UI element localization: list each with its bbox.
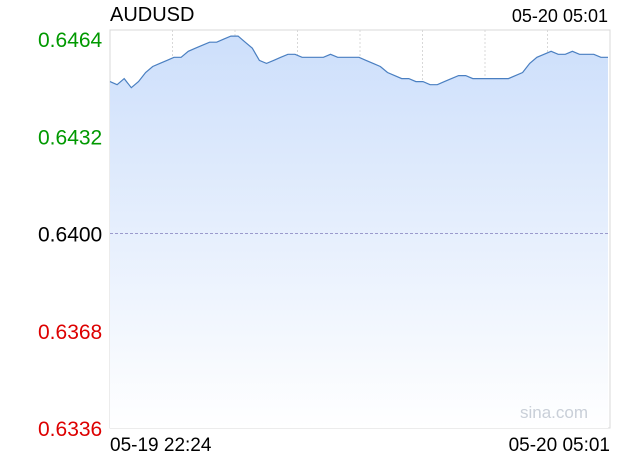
price-line: [109, 35, 608, 89]
chart-title: AUDUSD: [110, 4, 195, 26]
x-tick-label: 05-20 05:01: [509, 435, 610, 456]
y-tick-label: 0.6400: [38, 224, 102, 247]
y-tick-label: 0.6336: [38, 418, 102, 441]
price-area: [110, 36, 608, 428]
y-axis-labels: 0.6464 0.6432 0.6400 0.6368 0.6336: [38, 29, 103, 441]
watermark: sina.com: [520, 403, 588, 422]
y-tick-label: 0.6464: [38, 29, 103, 52]
x-axis-labels: 05-19 22:24 05-20 05:01: [110, 435, 610, 456]
y-tick-label: 0.6368: [38, 321, 102, 344]
timestamp: 05-20 05:01: [511, 6, 608, 26]
x-tick-label: 05-19 22:24: [110, 435, 212, 456]
y-tick-label: 0.6432: [38, 126, 102, 149]
